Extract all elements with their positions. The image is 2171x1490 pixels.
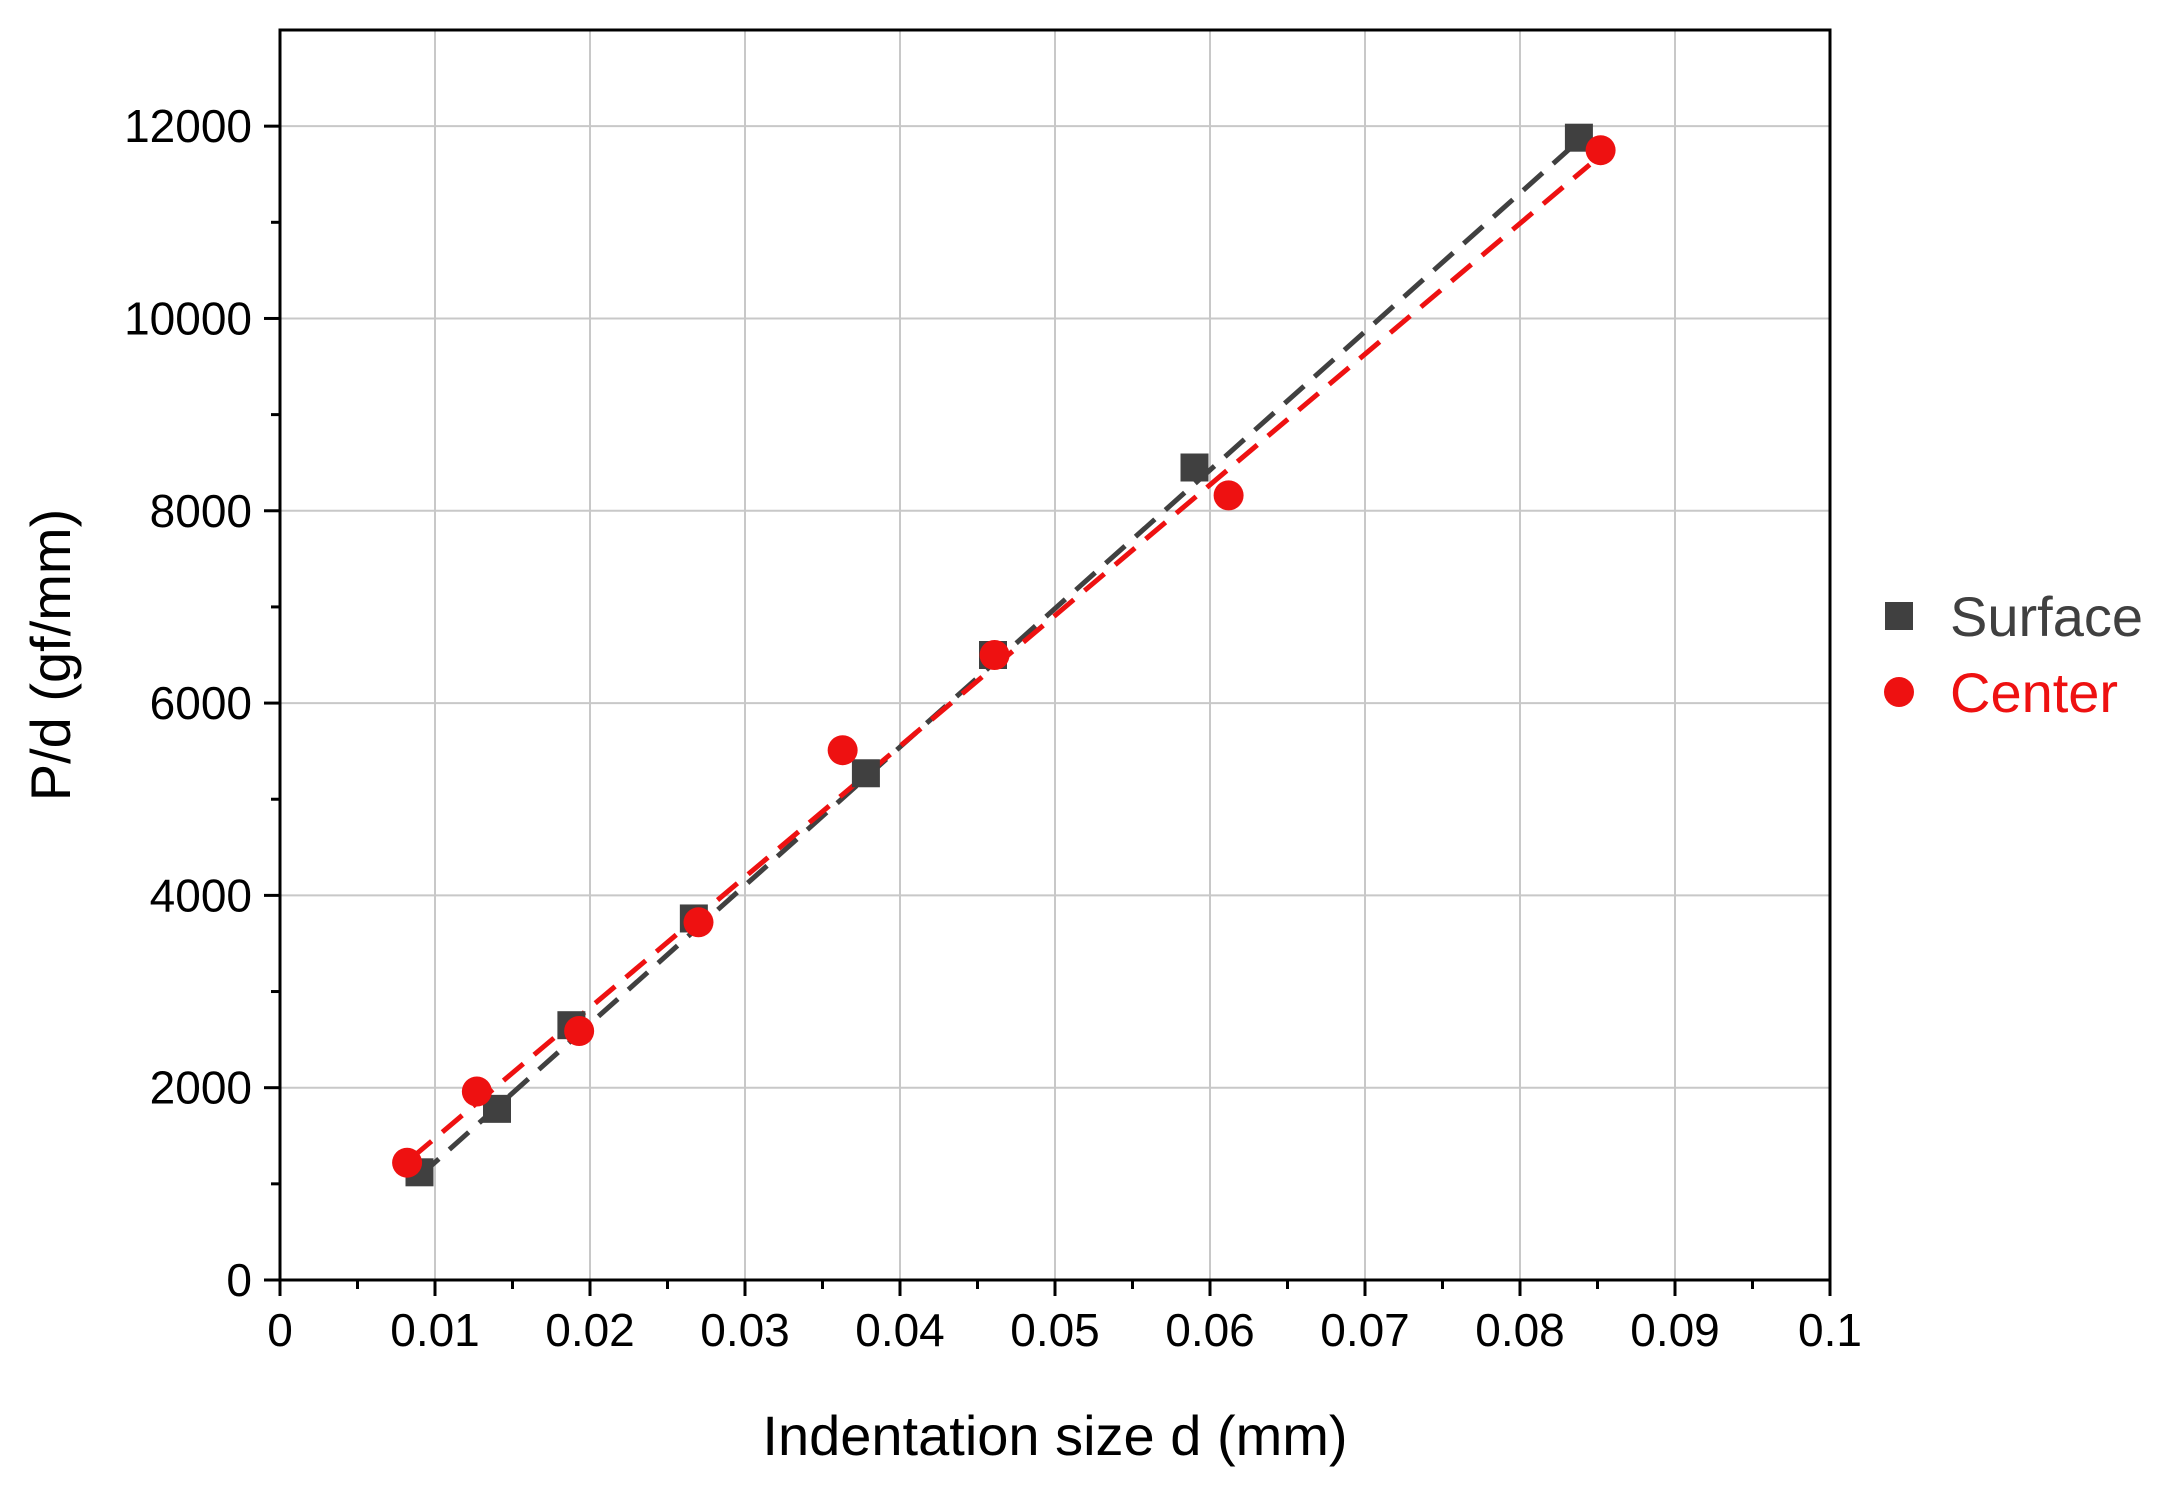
x-tick-label: 0.03	[700, 1304, 790, 1356]
x-tick-label: 0.01	[390, 1304, 480, 1356]
y-tick-label: 4000	[150, 869, 252, 921]
x-tick-label: 0.06	[1165, 1304, 1255, 1356]
point-center	[461, 1076, 492, 1107]
y-tick-label: 6000	[150, 677, 252, 729]
x-tick-label: 0.08	[1475, 1304, 1565, 1356]
x-tick-label: 0.09	[1630, 1304, 1720, 1356]
x-tick-label: 0.04	[855, 1304, 945, 1356]
y-tick-label: 10000	[124, 292, 252, 344]
point-center	[827, 735, 858, 766]
point-center	[979, 640, 1010, 670]
y-axis-ticks: 0 2000 4000 6000 8000 10000 12000	[124, 100, 280, 1306]
point-center	[564, 1015, 595, 1046]
point-surface	[851, 759, 880, 788]
x-axis-title: Indentation size d (mm)	[762, 1404, 1347, 1467]
y-tick-label: 0	[226, 1254, 252, 1306]
point-surface	[1180, 453, 1209, 482]
legend-marker-center	[1884, 677, 1914, 707]
x-tick-label: 0.07	[1320, 1304, 1410, 1356]
y-tick-label: 2000	[150, 1062, 252, 1114]
y-axis-title: P/d (gf/mm)	[19, 509, 82, 801]
x-tick-label: 0.1	[1798, 1304, 1862, 1356]
grid	[280, 30, 1830, 1280]
y-tick-label: 8000	[150, 485, 252, 537]
point-center	[1213, 480, 1244, 511]
point-center	[392, 1147, 423, 1178]
legend-label-center: Center	[1950, 661, 2118, 724]
x-axis-ticks: 0 0.01 0.02 0.03 0.04 0.05 0.06 0.07 0.08 0.09 0.1	[267, 1280, 1862, 1356]
point-center	[1585, 135, 1616, 166]
legend: Surface Center	[1884, 585, 2143, 724]
x-tick-label: 0.02	[545, 1304, 635, 1356]
legend-marker-surface	[1885, 602, 1913, 630]
x-tick-label: 0	[267, 1304, 293, 1356]
legend-label-surface: Surface	[1950, 585, 2143, 648]
x-tick-label: 0.05	[1010, 1304, 1100, 1356]
y-tick-label: 12000	[124, 100, 252, 152]
point-center	[683, 907, 714, 938]
data-points	[392, 123, 1616, 1187]
